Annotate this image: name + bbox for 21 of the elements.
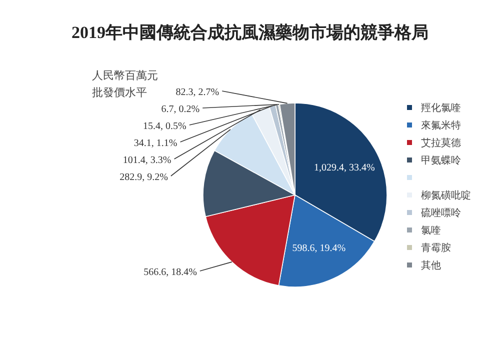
- legend-label: 羥化氯喹: [421, 102, 461, 114]
- data-label: 34.1, 1.1%: [134, 138, 178, 149]
- data-label: 566.6, 18.4%: [144, 267, 197, 278]
- legend-label: 氯喹: [421, 224, 441, 236]
- legend-label: 硫唑嘌呤: [421, 207, 461, 219]
- text: 批發價水平: [92, 86, 147, 99]
- data-label: 82.3, 2.7%: [176, 87, 220, 98]
- chart-title: 2019年中國傳統合成抗風濕藥物市場的競爭格局: [72, 23, 428, 42]
- legend-label: 來氟米特: [421, 120, 461, 132]
- text: 人民幣百萬元: [92, 69, 158, 82]
- data-label: 101.4, 3.3%: [122, 155, 172, 166]
- legend-label: 柳氮磺吡啶: [421, 190, 471, 202]
- data-label: 282.9, 9.2%: [120, 172, 168, 183]
- legend-label: 青霉胺: [421, 242, 451, 254]
- data-label: 1,029.4, 33.4%: [314, 162, 375, 174]
- data-label: 598.6, 19.4%: [292, 242, 346, 254]
- legend-label: 甲氨蝶呤: [421, 154, 461, 166]
- data-label: 6.7, 0.2%: [161, 104, 200, 115]
- data-label: 15.4, 0.5%: [143, 121, 186, 132]
- legend-label: 艾拉莫德: [421, 137, 461, 149]
- legend-label: 其他: [421, 260, 441, 272]
